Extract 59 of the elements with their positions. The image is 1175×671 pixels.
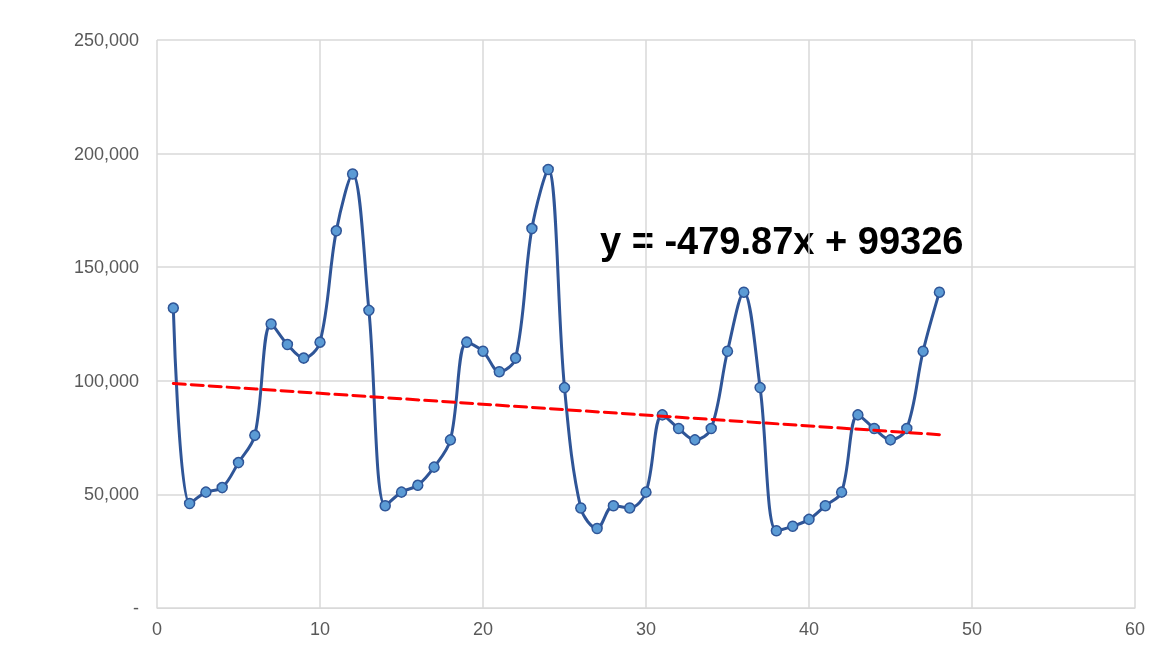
point <box>412 479 424 492</box>
point <box>884 434 897 446</box>
point <box>623 502 636 514</box>
point <box>346 168 359 180</box>
point <box>917 345 929 358</box>
point <box>395 486 408 498</box>
y-tick-label: 150,000 <box>73 257 139 278</box>
point <box>477 345 489 358</box>
point <box>852 409 864 421</box>
point <box>444 434 457 446</box>
point <box>281 338 294 351</box>
point <box>265 318 277 330</box>
x-tick-label: 40 <box>798 619 820 639</box>
point <box>493 365 506 378</box>
point <box>460 336 473 348</box>
point <box>558 381 571 394</box>
point <box>738 286 750 298</box>
point <box>428 461 440 473</box>
point <box>721 345 734 358</box>
point <box>314 336 326 348</box>
point <box>689 434 701 446</box>
point <box>167 302 180 314</box>
point <box>591 522 603 535</box>
point <box>542 163 554 176</box>
point <box>249 429 261 442</box>
point <box>216 481 228 494</box>
point <box>754 381 766 394</box>
point <box>379 500 391 512</box>
point <box>933 286 946 298</box>
annotation: y = -479.87x + 99326 <box>600 220 964 262</box>
point <box>330 225 343 237</box>
y-tick-label: 250,000 <box>73 30 139 50</box>
point <box>509 352 522 364</box>
point <box>786 520 799 532</box>
point <box>640 486 652 498</box>
point <box>297 352 310 364</box>
point <box>526 222 538 235</box>
point <box>575 502 587 514</box>
x-tick-label: 0 <box>151 619 163 639</box>
x-tick-label: 30 <box>635 619 657 639</box>
point <box>363 304 375 317</box>
point <box>672 422 685 435</box>
point <box>232 456 245 469</box>
point <box>183 497 196 510</box>
x-tick-label: 60 <box>1124 619 1146 639</box>
point <box>770 525 783 537</box>
point <box>835 486 848 498</box>
x-tick-label: 50 <box>961 619 983 639</box>
point <box>200 486 212 498</box>
x-tick-label: 10 <box>309 619 331 639</box>
y-tick-label: 100,000 <box>73 370 139 391</box>
point <box>803 513 815 526</box>
y-tick-label: 200,000 <box>73 143 139 164</box>
y-tick-label: 50,000 <box>83 484 139 505</box>
x-tick-label: 20 <box>472 619 494 639</box>
point <box>819 500 832 512</box>
point <box>705 422 717 435</box>
point <box>607 500 620 512</box>
y-tick-label: - <box>133 598 139 618</box>
